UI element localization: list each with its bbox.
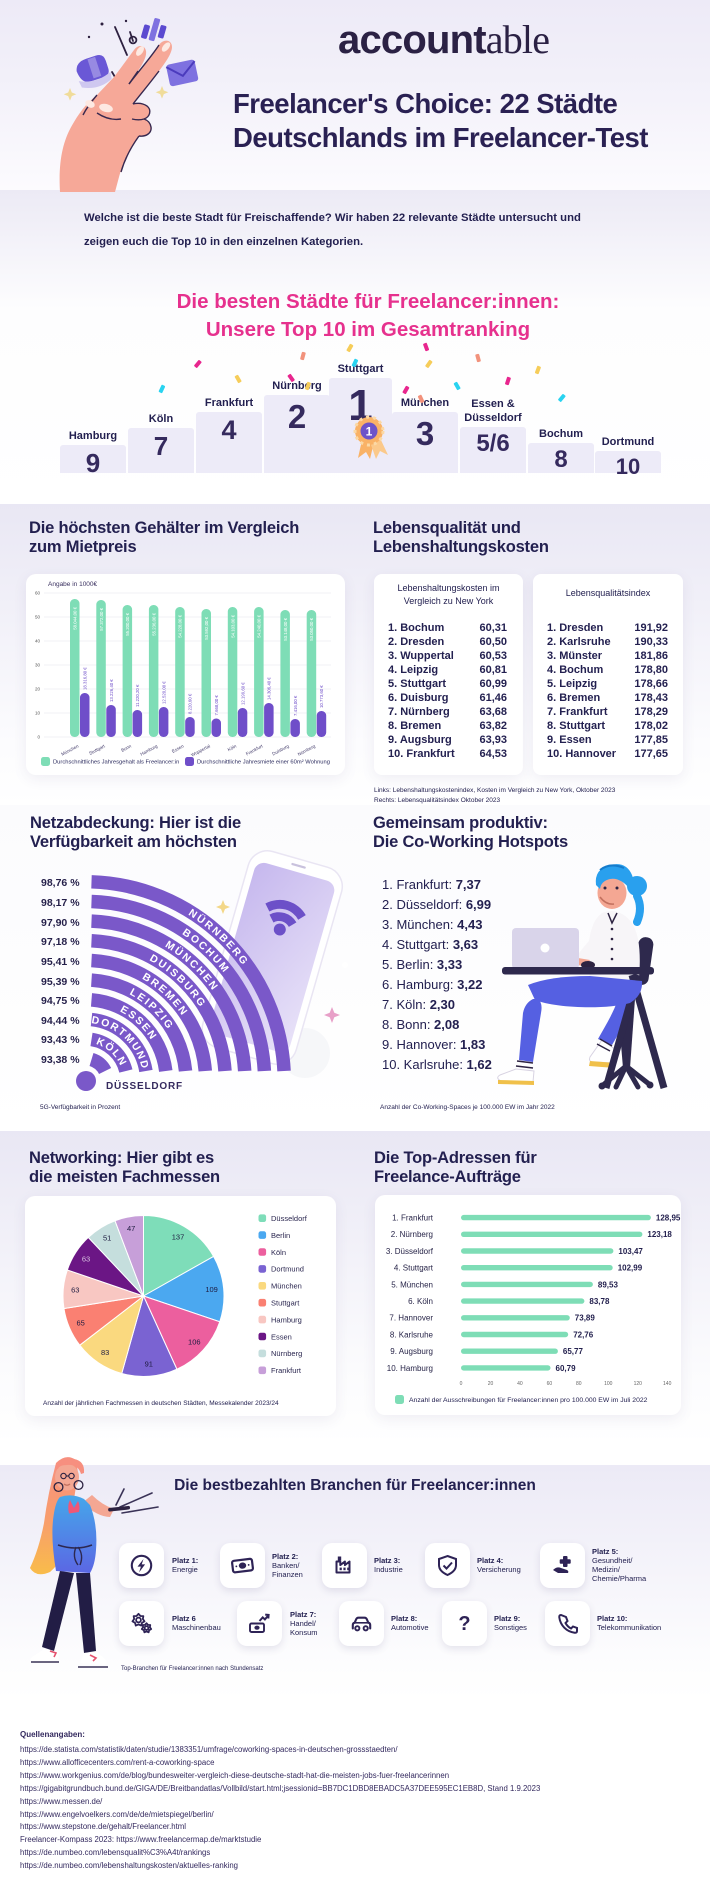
svg-text:Angabe in 1000€: Angabe in 1000€ <box>48 581 98 588</box>
svg-text:Frankfurt: Frankfurt <box>245 743 264 756</box>
svg-text:60: 60 <box>35 591 41 596</box>
svg-text:München: München <box>271 1282 302 1291</box>
svg-text:12.199,60 €: 12.199,60 € <box>240 682 245 705</box>
svg-text:Essen: Essen <box>271 1332 292 1341</box>
svg-text:58.044,00 €: 58.044,00 € <box>73 606 78 629</box>
svg-text:89,53: 89,53 <box>598 1280 619 1289</box>
svg-text:12.520,00 €: 12.520,00 € <box>161 681 166 704</box>
svg-text:50: 50 <box>35 615 41 620</box>
svg-text:Hamburg: Hamburg <box>139 743 158 756</box>
svg-text:0: 0 <box>37 735 40 740</box>
svg-text:6. Köln: 6. Köln <box>408 1297 433 1306</box>
svg-text:Hamburg: Hamburg <box>271 1315 302 1324</box>
svg-text:München: München <box>60 743 79 756</box>
svg-text:10: 10 <box>35 711 41 716</box>
svg-text:Stuttgart: Stuttgart <box>271 1299 300 1308</box>
svg-text:53.148,00 €: 53.148,00 € <box>283 617 288 640</box>
svg-text:60: 60 <box>547 1381 553 1387</box>
svg-text:55.200,00 €: 55.200,00 € <box>125 612 130 635</box>
svg-text:14.306,40 €: 14.306,40 € <box>267 677 272 700</box>
svg-text:80: 80 <box>576 1381 582 1387</box>
svg-text:54.228,00 €: 54.228,00 € <box>178 614 183 637</box>
svg-text:Bonn: Bonn <box>120 743 132 753</box>
svg-text:63: 63 <box>82 1254 90 1263</box>
svg-text:83: 83 <box>101 1348 109 1357</box>
svg-text:4. Stuttgart: 4. Stuttgart <box>394 1264 434 1273</box>
svg-text:Frankfurt: Frankfurt <box>271 1366 302 1375</box>
svg-text:8. Karlsruhe: 8. Karlsruhe <box>390 1330 434 1339</box>
svg-text:40: 40 <box>517 1381 523 1387</box>
svg-text:54.240,00 €: 54.240,00 € <box>257 614 262 637</box>
svg-text:120: 120 <box>634 1381 643 1387</box>
svg-text:40: 40 <box>35 639 41 644</box>
svg-text:20: 20 <box>35 687 41 692</box>
svg-text:47: 47 <box>127 1224 135 1233</box>
svg-text:Durchschnittliches Jahresgehal: Durchschnittliches Jahresgehalt als Free… <box>53 760 179 766</box>
svg-text:1: 1 <box>366 425 373 439</box>
svg-text:7. Hannover: 7. Hannover <box>389 1314 433 1323</box>
svg-text:53.592,00 €: 53.592,00 € <box>204 616 209 639</box>
svg-text:7.668,00 €: 7.668,00 € <box>214 695 219 716</box>
svg-text:72,76: 72,76 <box>573 1330 594 1339</box>
svg-text:10.773,60 €: 10.773,60 € <box>319 685 324 708</box>
svg-text:Berlin: Berlin <box>271 1231 290 1240</box>
svg-text:123,18: 123,18 <box>647 1230 672 1239</box>
svg-text:Durchschnittliche Jahresmiete: Durchschnittliche Jahresmiete einer 60m²… <box>197 760 330 766</box>
svg-text:137: 137 <box>172 1232 185 1241</box>
svg-text:103,47: 103,47 <box>618 1247 643 1256</box>
svg-text:Wuppertal: Wuppertal <box>190 743 211 757</box>
svg-text:1. Frankfurt: 1. Frankfurt <box>392 1214 434 1223</box>
svg-text:60,79: 60,79 <box>556 1364 577 1373</box>
svg-text:91: 91 <box>145 1360 153 1369</box>
svg-text:128,95: 128,95 <box>656 1214 681 1223</box>
svg-text:100: 100 <box>604 1381 613 1387</box>
svg-text:Köln: Köln <box>227 743 238 752</box>
svg-text:57.372,00 €: 57.372,00 € <box>99 607 104 630</box>
svg-text:102,99: 102,99 <box>618 1264 643 1273</box>
svg-text:51: 51 <box>103 1234 111 1243</box>
svg-text:Anzahl der Ausschreibungen für: Anzahl der Ausschreibungen für Freelance… <box>409 1397 648 1404</box>
svg-text:54.103,00 €: 54.103,00 € <box>230 614 235 637</box>
svg-text:73,89: 73,89 <box>575 1314 596 1323</box>
svg-text:0: 0 <box>460 1381 463 1387</box>
svg-text:30: 30 <box>35 663 41 668</box>
svg-text:7.416,00 €: 7.416,00 € <box>293 695 298 716</box>
svg-text:2. Nürnberg: 2. Nürnberg <box>391 1230 433 1239</box>
svg-text:Anzahl der jährlichen Fachmess: Anzahl der jährlichen Fachmessen in deut… <box>43 1400 279 1407</box>
svg-text:5. München: 5. München <box>391 1280 433 1289</box>
svg-text:140: 140 <box>663 1381 672 1387</box>
svg-text:8.220,60 €: 8.220,60 € <box>188 693 193 714</box>
svg-text:Dortmund: Dortmund <box>271 1265 304 1274</box>
svg-text:Nürnberg: Nürnberg <box>271 1349 302 1358</box>
svg-text:55.236,00 €: 55.236,00 € <box>151 612 156 635</box>
svg-text:Nürnberg: Nürnberg <box>297 743 317 757</box>
svg-text:63: 63 <box>71 1286 79 1295</box>
svg-text:109: 109 <box>205 1285 218 1294</box>
svg-text:18.316,80 €: 18.316,80 € <box>83 667 88 690</box>
svg-text:53.050,00 €: 53.050,00 € <box>309 617 314 640</box>
svg-text:Duisburg: Duisburg <box>271 743 290 756</box>
svg-text:3. Düsseldorf: 3. Düsseldorf <box>386 1247 434 1256</box>
svg-text:Stuttgart: Stuttgart <box>88 743 106 756</box>
svg-text:65: 65 <box>77 1319 85 1328</box>
svg-text:Essen: Essen <box>171 743 185 754</box>
svg-text:20: 20 <box>488 1381 494 1387</box>
svg-text:Düsseldorf: Düsseldorf <box>271 1214 308 1223</box>
svg-text:Köln: Köln <box>271 1248 286 1257</box>
svg-text:106: 106 <box>188 1337 201 1346</box>
svg-text:83,78: 83,78 <box>589 1297 610 1306</box>
svg-text:65,77: 65,77 <box>563 1347 584 1356</box>
svg-text:9. Augsburg: 9. Augsburg <box>390 1347 433 1356</box>
svg-text:10. Hamburg: 10. Hamburg <box>387 1364 433 1373</box>
svg-text:13.226,40 €: 13.226,40 € <box>109 679 114 702</box>
svg-text:?: ? <box>458 1613 470 1635</box>
svg-text:11.220,20 €: 11.220,20 € <box>135 684 140 707</box>
